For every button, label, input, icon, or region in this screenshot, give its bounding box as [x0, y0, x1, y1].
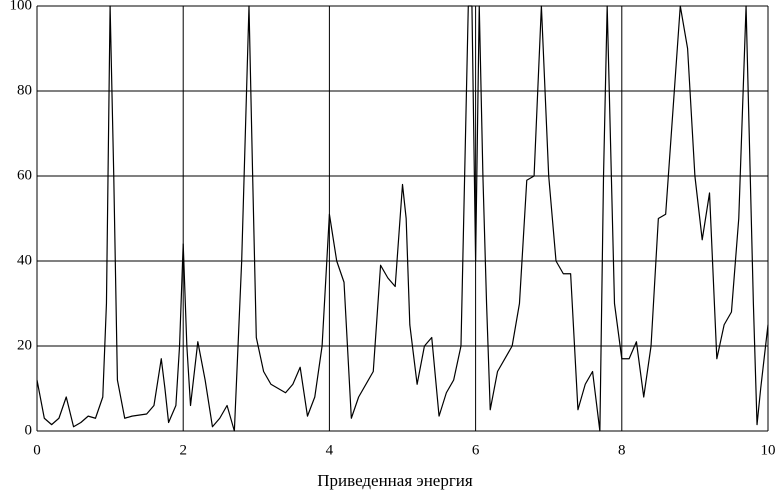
y-tick-label: 20 [17, 337, 32, 353]
x-tick-label: 10 [761, 442, 776, 458]
x-tick-label: 6 [472, 442, 480, 458]
x-tick-label: 0 [33, 442, 41, 458]
y-tick-label: 0 [25, 422, 33, 438]
y-tick-label: 80 [17, 82, 32, 98]
data-line [36, 5, 769, 432]
x-tick-label: 2 [179, 442, 187, 458]
y-tick-label: 40 [17, 252, 32, 268]
x-tick-label: 4 [326, 442, 334, 458]
y-tick-label: 100 [10, 0, 33, 13]
y-tick-label: 60 [17, 167, 32, 183]
x-tick-label: 8 [618, 442, 626, 458]
x-axis-title: Приведенная энергия [317, 471, 473, 490]
